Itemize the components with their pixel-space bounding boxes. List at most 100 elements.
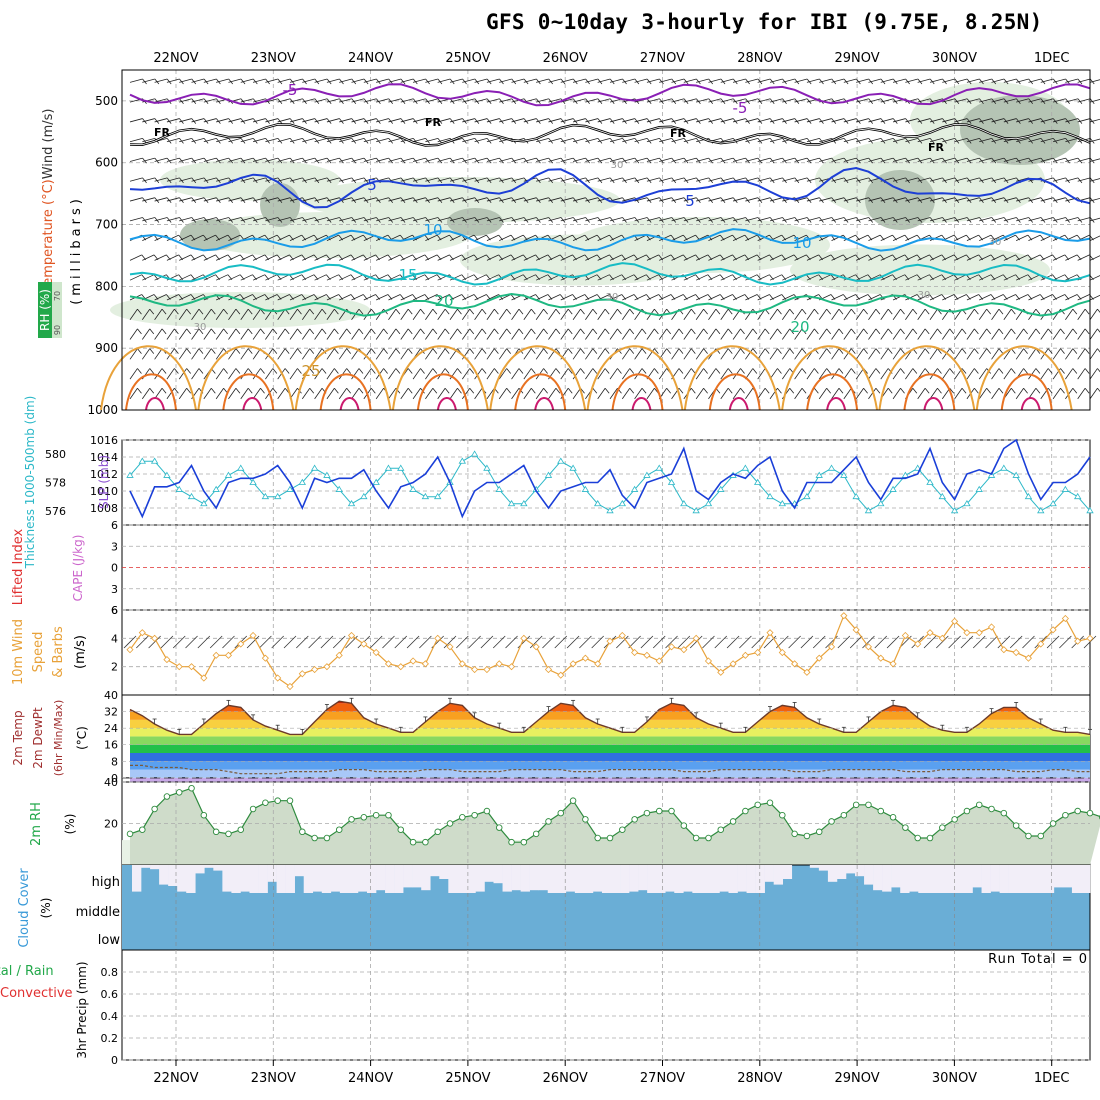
- upper-wind-barb: [634, 328, 647, 340]
- wind-speed-point: [1061, 614, 1069, 623]
- upper-wind-barb: [240, 387, 253, 400]
- upper-wind-barb: [277, 328, 290, 340]
- thickness-point: [778, 499, 787, 507]
- wind-speed-point: [421, 660, 429, 668]
- isotherm-label-5: 5: [685, 192, 695, 210]
- upper-wind-barb: [535, 328, 548, 340]
- upper-wind-barb: [154, 368, 167, 380]
- cloud-high-bar: [159, 865, 169, 885]
- thickness-point: [1012, 471, 1020, 478]
- isotherm-label-10: 10: [792, 234, 811, 252]
- cloud-high-bar: [412, 865, 422, 888]
- isotherm-25-bump: [683, 345, 781, 411]
- x-tick-bottom-1DEC: 1DEC: [1034, 1071, 1070, 1086]
- wind-speed-point: [1049, 626, 1057, 634]
- upper-wind-barb: [597, 368, 610, 380]
- surface-wind-barb: [874, 635, 888, 649]
- thickness-point: [138, 457, 147, 464]
- thickness-point: [766, 492, 774, 500]
- wind-tick-6: 6: [111, 604, 118, 617]
- upper-wind-barb: [1089, 178, 1100, 182]
- surface-wind-barb: [1009, 635, 1023, 649]
- rh-point: [1049, 820, 1057, 827]
- thickness-point: [803, 492, 811, 500]
- surface-wind-barb: [936, 635, 949, 649]
- upper-wind-barb: [1065, 368, 1078, 380]
- surface-wind-barb: [788, 635, 801, 649]
- upper-wind-barb: [265, 328, 278, 340]
- upper-wind-barb: [486, 328, 499, 340]
- upper-wind-barb: [745, 348, 758, 360]
- surface-wind-barb: [702, 635, 715, 649]
- upper-wind-barb: [1040, 368, 1053, 380]
- thickness-point: [384, 464, 393, 471]
- cloud-level-low: low: [98, 933, 121, 948]
- thickness-point: [901, 471, 910, 478]
- slp-tick-1016: 1016: [90, 434, 118, 447]
- thickness-point: [864, 507, 873, 514]
- rh-point: [348, 816, 355, 823]
- y-tick-900: 900: [95, 341, 118, 355]
- cloud-high-bar: [1044, 865, 1055, 893]
- rh-point: [446, 820, 454, 827]
- thickness-point: [347, 499, 356, 507]
- thickness-point: [618, 499, 627, 507]
- rh-point: [545, 818, 552, 825]
- wind-speed-point: [495, 660, 503, 668]
- upper-wind-barb: [338, 387, 351, 400]
- upper-wind-barb: [880, 308, 893, 320]
- upper-wind-barb: [572, 308, 585, 320]
- surface-wind-barb: [480, 635, 494, 649]
- surface-wind-barb: [492, 635, 506, 649]
- isotherm-30-bump: [222, 373, 275, 411]
- temp-band: [130, 736, 1090, 745]
- thickness-point: [877, 499, 885, 507]
- upper-wind-barb: [868, 308, 881, 320]
- x-tick-bottom-28NOV: 28NOV: [737, 1071, 782, 1086]
- upper-wind-barb: [1089, 387, 1100, 400]
- isotherm--5: [129, 83, 1091, 107]
- surface-wind-barb: [456, 635, 469, 649]
- rh-point: [557, 809, 565, 817]
- upper-wind-barb: [880, 348, 893, 360]
- precip-label-2: Total / Rain: [0, 964, 54, 979]
- wind-speed-point: [471, 665, 479, 674]
- cloud-high-bar: [918, 865, 928, 893]
- wind-speed-point: [877, 654, 885, 662]
- upper-wind-barb: [141, 348, 155, 360]
- cloud-high-bar: [620, 865, 630, 893]
- rh-point: [951, 816, 958, 823]
- rh-legend-tick: 70: [53, 291, 62, 301]
- wind-speed-point: [397, 663, 405, 671]
- isotherm-label-10: 10: [423, 221, 442, 239]
- x-tick-top-26NOV: 26NOV: [543, 51, 588, 66]
- cloud-high-bar: [231, 865, 241, 893]
- rh-point: [914, 834, 921, 842]
- rh-point: [655, 807, 663, 815]
- wind-label-4: (m/s): [73, 635, 88, 669]
- cloud-high-bar: [990, 865, 1000, 892]
- upper-wind-barb: [437, 348, 450, 360]
- wind-speed-point: [815, 654, 823, 662]
- upper-wind-barb: [523, 308, 536, 320]
- isotherm-25-bump: [878, 345, 976, 411]
- cloud-high-bar: [972, 865, 982, 888]
- cloud-high-bar: [538, 865, 549, 891]
- temp-tick-0: 0: [111, 772, 118, 785]
- isotherm-35-bump: [436, 397, 457, 411]
- cloud-high-bar: [267, 865, 277, 882]
- upper-wind-barb: [806, 368, 819, 380]
- rh-point: [385, 811, 392, 819]
- upper-wind-barb: [941, 348, 955, 360]
- rh-point: [434, 828, 441, 836]
- upper-wind-barb: [941, 368, 955, 380]
- x-tick-top-22NOV: 22NOV: [153, 51, 198, 66]
- upper-wind-barb: [646, 348, 659, 360]
- upper-wind-barb: [129, 368, 142, 380]
- upper-wind-barb: [461, 387, 475, 400]
- wind-speed-point: [766, 629, 774, 637]
- cloud-high-bar: [394, 865, 404, 893]
- wind-speed-point: [237, 640, 245, 648]
- temp-tick-40: 40: [104, 689, 118, 702]
- wind-speed-point: [409, 657, 417, 665]
